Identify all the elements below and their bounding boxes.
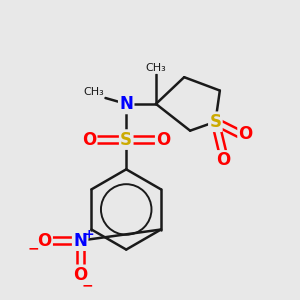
Text: −: − [27, 241, 39, 255]
Text: S: S [209, 113, 221, 131]
Text: −: − [82, 278, 93, 292]
Text: O: O [38, 232, 52, 250]
Text: O: O [238, 125, 253, 143]
Text: CH₃: CH₃ [83, 87, 104, 97]
Text: N: N [73, 232, 87, 250]
Text: S: S [120, 130, 132, 148]
Text: O: O [156, 130, 170, 148]
Text: O: O [73, 266, 87, 284]
Text: O: O [216, 152, 230, 169]
Text: O: O [82, 130, 96, 148]
Text: N: N [119, 95, 133, 113]
Text: CH₃: CH₃ [146, 63, 166, 73]
Text: +: + [83, 228, 94, 241]
